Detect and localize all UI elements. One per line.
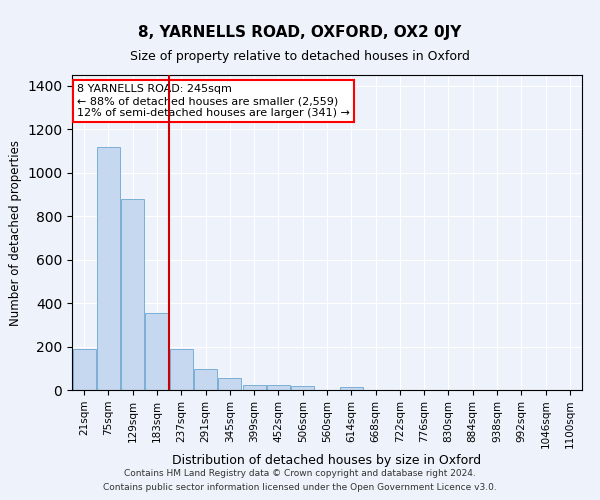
Text: Contains HM Land Registry data © Crown copyright and database right 2024.: Contains HM Land Registry data © Crown c… [124, 468, 476, 477]
Text: Contains public sector information licensed under the Open Government Licence v3: Contains public sector information licen… [103, 484, 497, 492]
Bar [170, 348, 193, 390]
Bar [291, 386, 314, 390]
Y-axis label: Number of detached properties: Number of detached properties [8, 140, 22, 326]
Bar [194, 370, 217, 390]
Text: 8 YARNELLS ROAD: 245sqm
← 88% of detached houses are smaller (2,559)
12% of semi: 8 YARNELLS ROAD: 245sqm ← 88% of detache… [77, 84, 350, 117]
Text: Size of property relative to detached houses in Oxford: Size of property relative to detached ho… [130, 50, 470, 63]
Bar [218, 378, 241, 390]
Bar [145, 313, 169, 390]
Bar [97, 146, 120, 390]
X-axis label: Distribution of detached houses by size in Oxford: Distribution of detached houses by size … [172, 454, 482, 467]
Bar [73, 348, 95, 390]
Text: 8, YARNELLS ROAD, OXFORD, OX2 0JY: 8, YARNELLS ROAD, OXFORD, OX2 0JY [139, 25, 461, 40]
Bar [340, 386, 363, 390]
Bar [267, 385, 290, 390]
Bar [242, 384, 266, 390]
Bar [121, 199, 144, 390]
